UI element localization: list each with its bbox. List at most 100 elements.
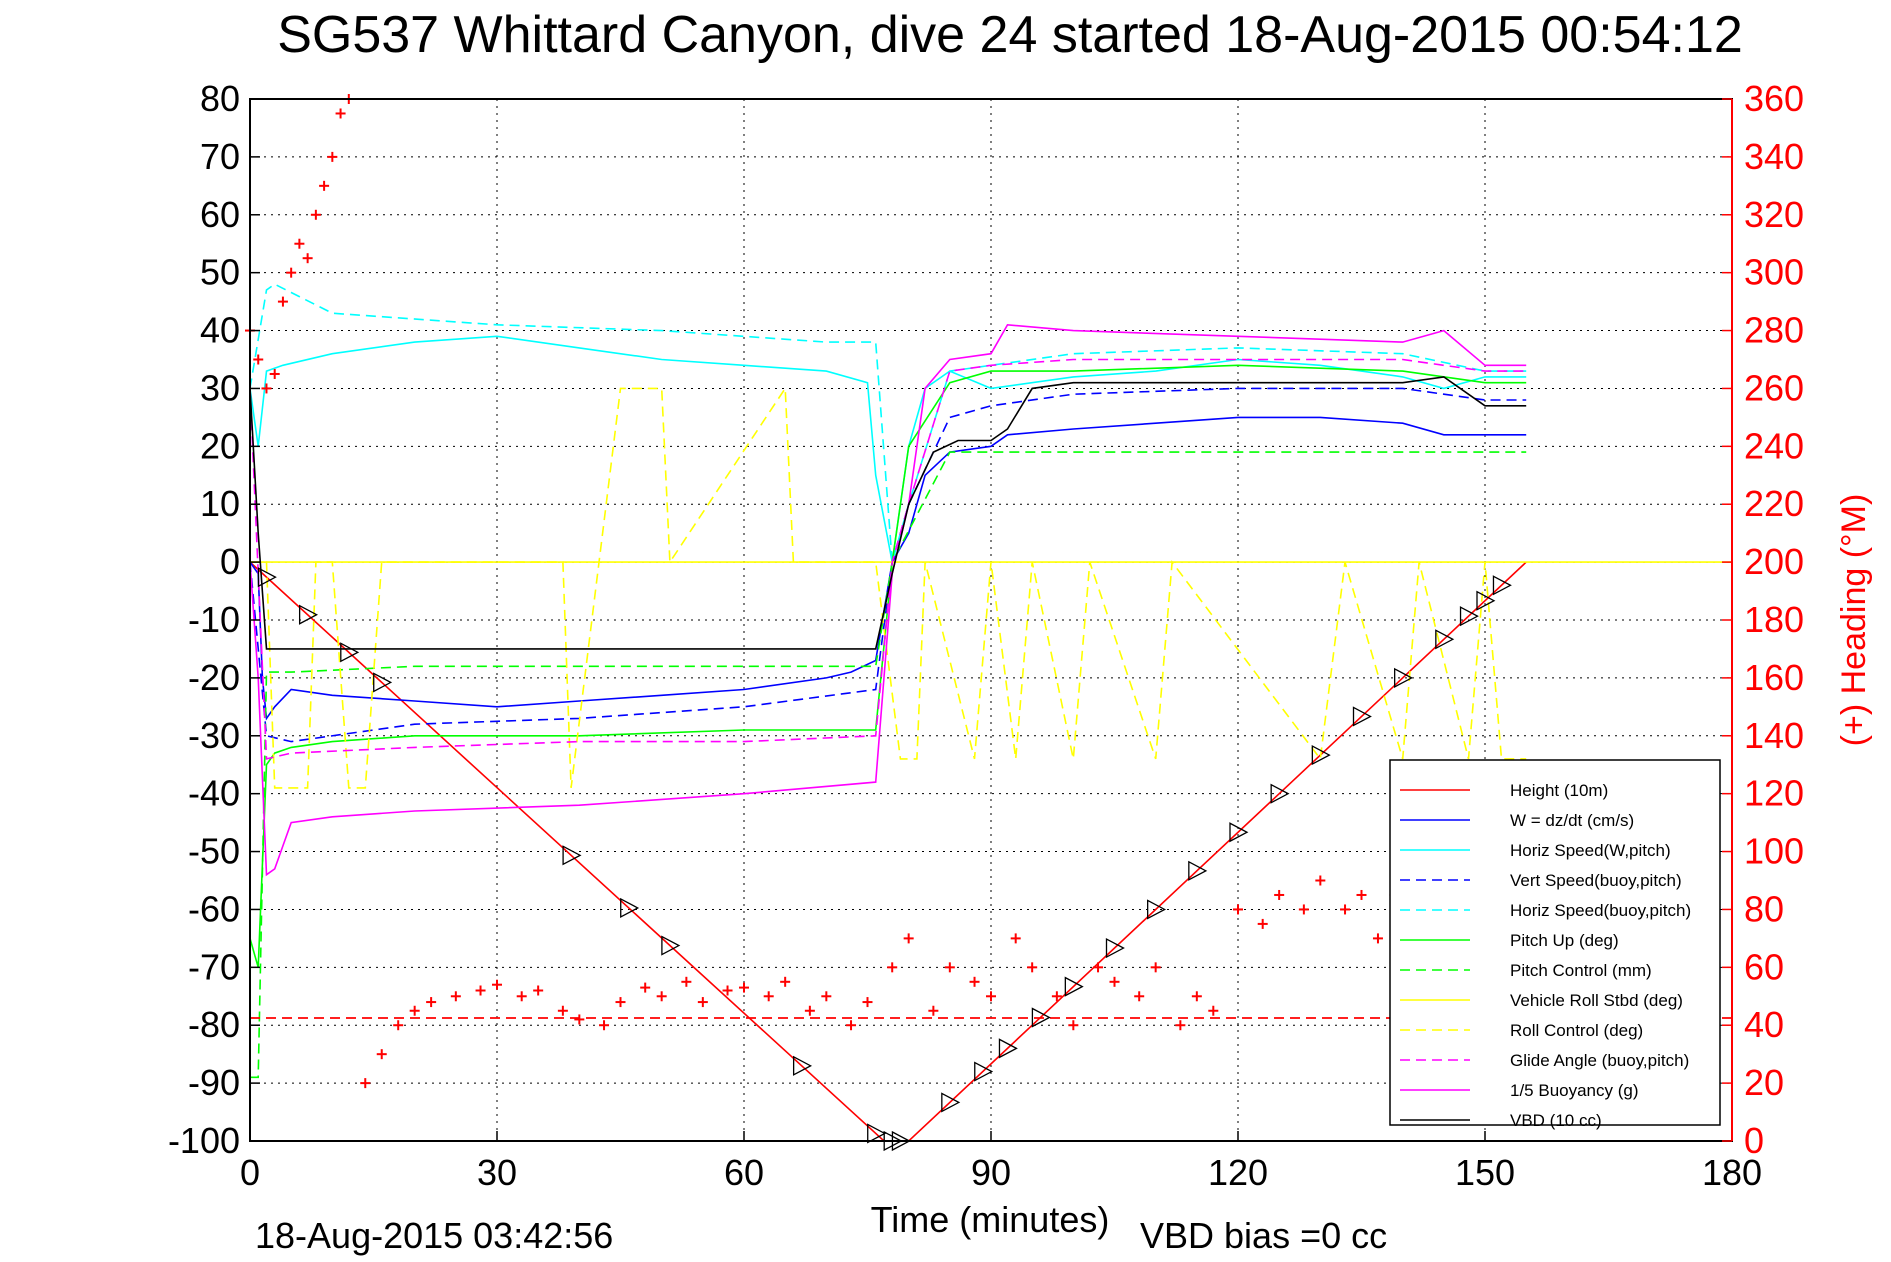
heading-point xyxy=(277,296,288,307)
legend-label: W = dz/dt (cm/s) xyxy=(1510,811,1634,830)
series-line-9 xyxy=(249,358,1527,760)
legend-items: Height (10m) W = dz/dt (cm/s) Horiz Speed(… xyxy=(1400,781,1691,1130)
depth-marker xyxy=(1435,629,1455,650)
series-line-5 xyxy=(249,364,1527,968)
heading-point xyxy=(640,982,651,993)
vbd-bias-footer: VBD bias =0 cc xyxy=(1140,1215,1387,1256)
legend-label: Pitch Control (mm) xyxy=(1510,961,1652,980)
heading-point xyxy=(763,991,774,1002)
legend-entry-4: Horiz Speed(buoy,pitch) xyxy=(1400,901,1691,920)
depth-marker xyxy=(867,1123,887,1144)
y2-tick-label: 20 xyxy=(1744,1062,1784,1103)
y2-tick-label: 180 xyxy=(1744,599,1804,640)
y2-tick-label: 240 xyxy=(1744,425,1804,466)
y-tick-label: -30 xyxy=(188,715,240,756)
series-line-1 xyxy=(249,416,1527,721)
heading-point xyxy=(681,976,692,987)
y-tick-label: 50 xyxy=(200,252,240,293)
series-line-8 xyxy=(250,385,1527,789)
depth-marker xyxy=(1188,860,1208,881)
legend-box xyxy=(1389,759,1721,1126)
depth-marker xyxy=(1459,606,1479,627)
heading-point xyxy=(887,962,898,973)
legend-entry-6: Pitch Control (mm) xyxy=(1400,961,1652,980)
depth-marker xyxy=(1311,744,1331,766)
series-layer xyxy=(249,283,1732,1142)
heading-point xyxy=(294,238,305,249)
heading-point xyxy=(862,997,873,1008)
legend-label: Roll Control (deg) xyxy=(1510,1021,1643,1040)
depth-marker xyxy=(298,604,319,625)
heading-point xyxy=(1340,904,1351,915)
heading-point xyxy=(780,976,791,987)
y2-tick-label: 300 xyxy=(1744,252,1804,293)
legend-entry-8: Roll Control (deg) xyxy=(1400,1021,1643,1040)
heading-point xyxy=(360,1078,371,1089)
heading-point xyxy=(1010,933,1021,944)
heading-point xyxy=(376,1049,387,1060)
heading-point xyxy=(426,997,437,1008)
depth-marker xyxy=(1352,706,1372,727)
heading-point xyxy=(261,383,272,394)
y-tick-label: -20 xyxy=(188,657,240,698)
series-line-3 xyxy=(249,387,1527,743)
y-tick-label: 80 xyxy=(200,78,240,119)
depth-marker xyxy=(1476,590,1496,611)
y-tick-label: 10 xyxy=(200,483,240,524)
y2-tick-label: 120 xyxy=(1744,773,1804,814)
heading-point xyxy=(574,1014,585,1025)
y2-tick-label: 360 xyxy=(1744,78,1804,119)
y-tick-label: 60 xyxy=(200,194,240,235)
heading-point xyxy=(1356,889,1367,900)
heading-point xyxy=(319,180,330,191)
y2-tick-label: 320 xyxy=(1744,194,1804,235)
y-tick-label: -40 xyxy=(188,773,240,814)
heading-point xyxy=(1093,962,1104,973)
heading-point xyxy=(1208,1005,1219,1016)
heading-point xyxy=(739,982,749,993)
x-tick-label: 0 xyxy=(240,1152,260,1193)
heading-point xyxy=(253,354,264,365)
heading-point xyxy=(409,1005,420,1016)
y-tick-label: -10 xyxy=(188,599,240,640)
legend-label: Vert Speed(buoy,pitch) xyxy=(1510,871,1682,890)
heading-point xyxy=(393,1020,404,1031)
legend-label: 1/5 Buoyancy (g) xyxy=(1510,1081,1639,1100)
y-tick-label: 30 xyxy=(200,367,240,408)
legend-label: Horiz Speed(W,pitch) xyxy=(1510,841,1671,860)
right-y-axis-label: (+) Heading (°M) xyxy=(1835,494,1873,747)
y-tick-label: -90 xyxy=(188,1062,240,1103)
y2-tick-label: 200 xyxy=(1744,541,1804,582)
y-tick-label: -100 xyxy=(168,1120,240,1161)
heading-point xyxy=(450,991,461,1002)
legend-label: Height (10m) xyxy=(1510,781,1608,800)
heading-point xyxy=(1191,991,1202,1002)
series-line-6 xyxy=(250,451,1527,1079)
legend-label: Vehicle Roll Stbd (deg) xyxy=(1510,991,1683,1010)
legend-entry-10: 1/5 Buoyancy (g) xyxy=(1400,1081,1639,1100)
heading-point xyxy=(327,151,338,162)
heading-point xyxy=(1027,962,1038,973)
heading-point xyxy=(302,253,313,264)
depth-marker xyxy=(257,567,277,588)
heading-point xyxy=(599,1020,610,1031)
heading-point xyxy=(846,1020,857,1031)
depth-marker xyxy=(998,1038,1018,1059)
heading-point xyxy=(1175,1020,1186,1031)
depth-marker xyxy=(562,845,582,866)
heading-point xyxy=(1274,889,1285,900)
y2-tick-label: 40 xyxy=(1744,1004,1784,1045)
series-line-11 xyxy=(249,376,1527,650)
heading-point xyxy=(697,997,708,1008)
heading-point xyxy=(1134,991,1145,1002)
heading-point xyxy=(557,1005,568,1016)
x-axis-label: Time (minutes) xyxy=(871,1199,1110,1240)
axis-layer: 0 30 60 90 120 150 18080706050403020100-10-20-… xyxy=(168,78,1804,1193)
heading-point xyxy=(1109,976,1120,987)
legend-label: VBD (10 cc) xyxy=(1510,1111,1602,1130)
chart-title: SG537 Whittard Canyon, dive 24 started 1… xyxy=(277,6,1743,64)
heading-point xyxy=(804,1005,815,1016)
legend-entry-1: W = dz/dt (cm/s) xyxy=(1400,811,1634,830)
y-tick-label: -60 xyxy=(188,888,240,929)
legend-label: Horiz Speed(buoy,pitch) xyxy=(1510,901,1691,920)
